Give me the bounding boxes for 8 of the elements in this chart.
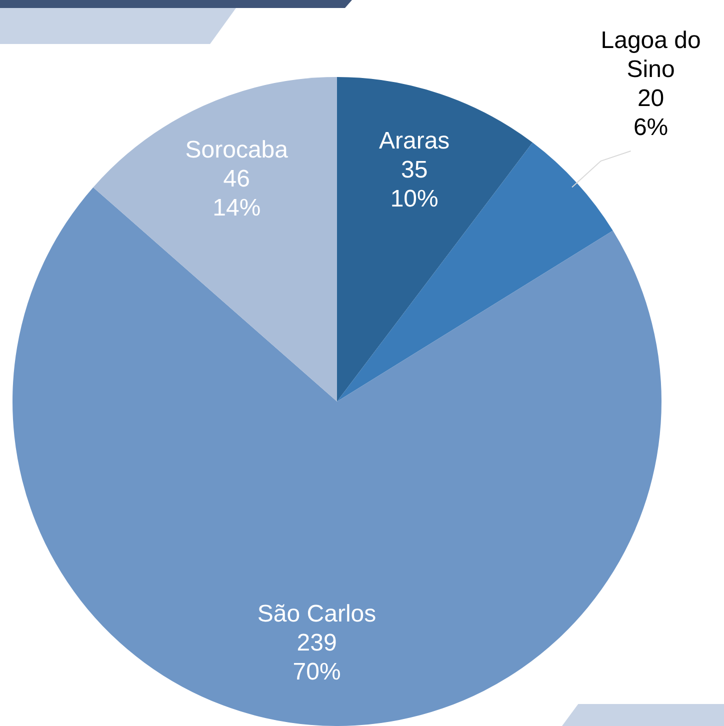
data-label: 46 14% (212, 165, 261, 222)
slice-label: Lagoa do Sino (600, 27, 701, 84)
data-label: 20 6% (633, 85, 668, 142)
data-label: 239 70% (292, 630, 341, 686)
slice-label: São Carlos (257, 600, 376, 628)
slice-label: Sorocaba (185, 136, 289, 164)
slice-label: Araras (379, 127, 450, 154)
data-label: 35 10% (390, 156, 438, 212)
